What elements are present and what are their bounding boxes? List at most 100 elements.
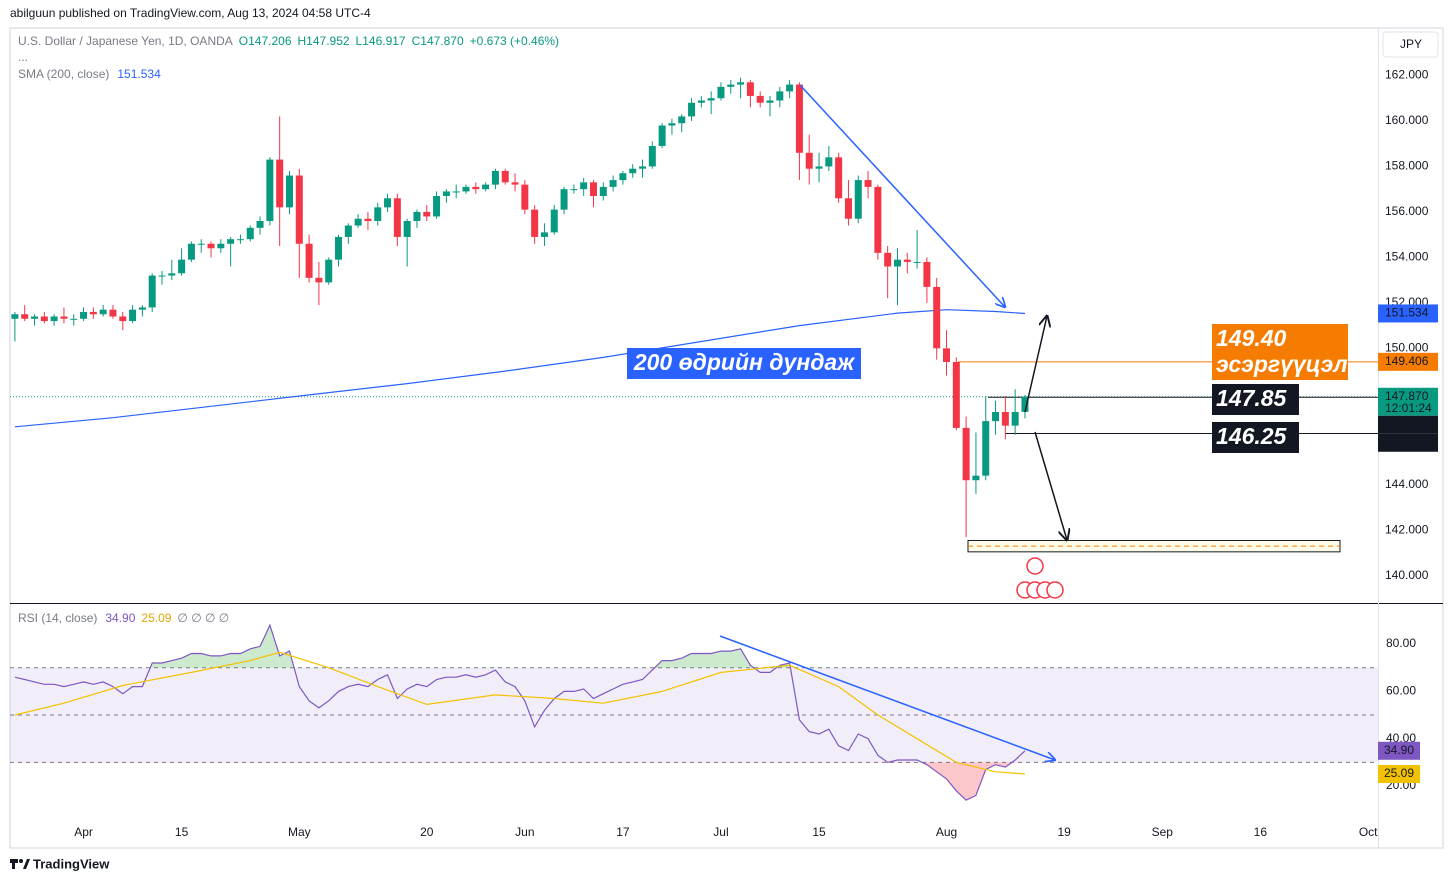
x-tick-label: Sep	[1152, 825, 1174, 839]
candle-body	[982, 421, 990, 476]
rsi-label-box	[1378, 741, 1420, 760]
rsi-trend-line	[719, 635, 1055, 760]
candle-body	[688, 102, 696, 117]
ohlc: L146.917	[356, 34, 406, 48]
ohlc: H147.952	[298, 34, 350, 48]
candle-body	[158, 275, 166, 277]
candle-body	[599, 186, 607, 196]
candle-body	[697, 100, 705, 103]
candle-body	[60, 316, 68, 319]
candle-body	[619, 173, 627, 181]
candle-body	[511, 182, 519, 185]
candle-body	[756, 95, 764, 103]
candle-body	[992, 412, 1000, 422]
candle-body	[658, 125, 666, 146]
candle-body	[31, 316, 39, 319]
candle-body	[442, 191, 450, 196]
candle-body	[795, 84, 803, 153]
candle-body	[129, 309, 137, 322]
currency-button[interactable]	[1382, 31, 1439, 58]
candle-body	[550, 209, 558, 233]
candle-body	[40, 316, 48, 322]
candle-body	[99, 309, 107, 315]
y-tick-label: 156.000	[1385, 204, 1429, 218]
candle-body	[540, 232, 548, 237]
x-tick-label: Jul	[713, 825, 728, 839]
plot	[10, 77, 1378, 801]
candle-body	[227, 239, 235, 244]
candle-body	[893, 259, 901, 267]
symbol: U.S. Dollar / Japanese Yen, 1D, OANDA	[18, 34, 233, 48]
rsi-line	[14, 651, 1026, 775]
candle-body	[246, 227, 254, 240]
candle-body	[403, 221, 411, 237]
candle-body	[1001, 412, 1009, 426]
candle-body	[531, 209, 539, 237]
candle-body	[393, 198, 401, 237]
candle-body	[864, 180, 872, 187]
candle-body	[217, 243, 225, 249]
candle-body	[256, 221, 264, 228]
candle-body	[276, 159, 284, 208]
countdown: 12:01:24	[1385, 401, 1432, 415]
candle-body	[844, 198, 852, 219]
candle-body	[746, 82, 754, 96]
x-tick-label: Apr	[74, 825, 93, 839]
annotation-box	[627, 348, 861, 379]
sma-line	[14, 309, 1026, 428]
price-label: 147.847	[1385, 417, 1429, 431]
more: ...	[18, 50, 28, 64]
rsi-ma-value: 25.09	[141, 611, 171, 625]
annotation: эсэргүүцэл	[1216, 351, 1348, 377]
candle-body	[766, 100, 774, 103]
x-tick-label: 19	[1058, 825, 1072, 839]
y-tick-label: 80.00	[1386, 636, 1416, 650]
x-tick-label: 15	[175, 825, 189, 839]
currency[interactable]: JPY	[1400, 37, 1422, 51]
candle-body	[776, 91, 784, 101]
annotation-box	[1212, 384, 1299, 415]
price-label: 146.254	[1385, 435, 1429, 449]
footer-logo	[10, 859, 30, 869]
candle-body	[668, 123, 676, 126]
candle-body	[707, 98, 715, 101]
candle-body	[962, 427, 970, 481]
candle-body	[236, 239, 244, 241]
candle-body	[952, 361, 960, 428]
annotation: 200 өдрийн дундаж	[633, 349, 855, 375]
ohlc: O147.206	[239, 34, 292, 48]
ohlc: C147.870	[412, 34, 464, 48]
y-tick-label: 142.000	[1385, 522, 1429, 536]
candle-body	[354, 218, 362, 226]
candle-body	[609, 180, 617, 187]
candle-body	[639, 166, 647, 169]
change: +0.673 (+0.46%)	[470, 34, 559, 48]
x-tick-label: May	[288, 825, 311, 839]
candle-body	[207, 243, 215, 249]
price-label-box	[1378, 415, 1438, 434]
candle-body	[21, 314, 29, 319]
rsi-legend: RSI (14, close) 34.90 25.09 ∅ ∅ ∅ ∅	[18, 611, 229, 625]
rsi-label: 34.90	[1384, 743, 1414, 757]
sma-value: 151.534	[117, 67, 161, 81]
price-label: 149.406	[1385, 354, 1429, 368]
x-tick-label: 17	[616, 825, 630, 839]
candle-body	[384, 198, 392, 208]
candle-body	[315, 277, 323, 283]
rsi-value: 34.90	[105, 611, 135, 625]
candle-body	[933, 286, 941, 349]
annotation-box	[1212, 422, 1299, 453]
candle-body	[89, 311, 97, 315]
x-tick-label: 15	[812, 825, 826, 839]
candle-body	[737, 82, 745, 85]
candle-body	[168, 273, 176, 276]
candle-body	[295, 175, 303, 244]
price-label-box	[1378, 352, 1438, 371]
rsi-extras: ∅ ∅ ∅ ∅	[177, 611, 229, 625]
candle-body	[109, 309, 117, 317]
candle-body	[717, 86, 725, 99]
overbought-fill	[14, 625, 1025, 668]
candle-body	[335, 236, 343, 260]
